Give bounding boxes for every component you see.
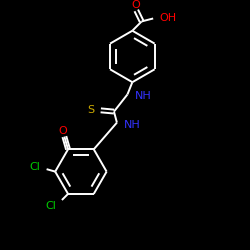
Text: Cl: Cl xyxy=(30,162,40,172)
Text: OH: OH xyxy=(160,14,177,24)
Text: S: S xyxy=(88,105,95,115)
Text: O: O xyxy=(132,0,140,10)
Text: Cl: Cl xyxy=(45,201,56,211)
Text: NH: NH xyxy=(124,120,141,130)
Text: O: O xyxy=(59,126,68,136)
Text: NH: NH xyxy=(135,91,152,101)
